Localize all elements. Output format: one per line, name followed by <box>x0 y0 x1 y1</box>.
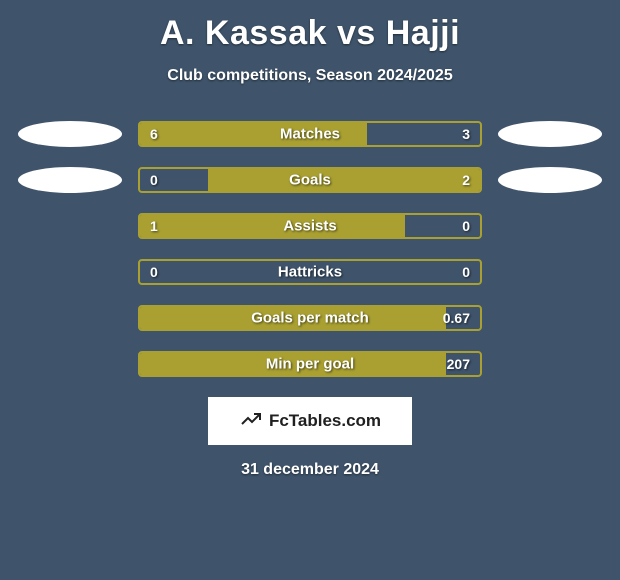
subtitle: Club competitions, Season 2024/2025 <box>0 67 620 85</box>
stat-bar: Assists10 <box>138 213 482 239</box>
player-badge-left <box>18 121 122 147</box>
stat-value-left: 0 <box>150 264 158 280</box>
stat-bar-fill <box>140 307 446 329</box>
spacer <box>18 259 122 285</box>
stat-value-right: 207 <box>447 356 470 372</box>
chart-icon <box>239 407 263 436</box>
spacer <box>498 351 602 377</box>
stat-bar-fill <box>140 353 446 375</box>
source-label: FcTables.com <box>269 411 381 431</box>
spacer <box>498 305 602 331</box>
comparison-infographic: A. Kassak vs Hajji Club competitions, Se… <box>0 0 620 580</box>
stat-value-right: 0 <box>462 218 470 234</box>
stat-bar: Matches63 <box>138 121 482 147</box>
stat-row: Goals per match0.67 <box>0 305 620 331</box>
stat-bar: Goals per match0.67 <box>138 305 482 331</box>
stat-bar: Goals02 <box>138 167 482 193</box>
stat-label: Hattricks <box>140 264 480 281</box>
stat-row: Assists10 <box>0 213 620 239</box>
spacer <box>498 259 602 285</box>
stat-bar-fill <box>208 169 480 191</box>
spacer <box>18 351 122 377</box>
player-badge-right <box>498 121 602 147</box>
stat-rows: Matches63Goals02Assists10Hattricks00Goal… <box>0 121 620 377</box>
stat-bar-fill <box>140 215 405 237</box>
stat-row: Matches63 <box>0 121 620 147</box>
stat-bar-fill <box>140 123 367 145</box>
spacer <box>18 213 122 239</box>
stat-bar: Min per goal207 <box>138 351 482 377</box>
page-title: A. Kassak vs Hajji <box>0 14 620 53</box>
stat-value-right: 0.67 <box>443 310 470 326</box>
stat-value-right: 3 <box>462 126 470 142</box>
player-badge-left <box>18 167 122 193</box>
date-label: 31 december 2024 <box>0 461 620 479</box>
spacer <box>18 305 122 331</box>
stat-row: Hattricks0 0 <box>0 259 620 285</box>
stat-value-left: 0 <box>150 172 158 188</box>
stat-bar: Hattricks0 0 <box>138 259 482 285</box>
stat-row: Min per goal207 <box>0 351 620 377</box>
spacer <box>498 213 602 239</box>
source-badge: FcTables.com <box>208 397 412 445</box>
stat-value-right: 0 <box>462 264 470 280</box>
player-badge-right <box>498 167 602 193</box>
stat-row: Goals02 <box>0 167 620 193</box>
